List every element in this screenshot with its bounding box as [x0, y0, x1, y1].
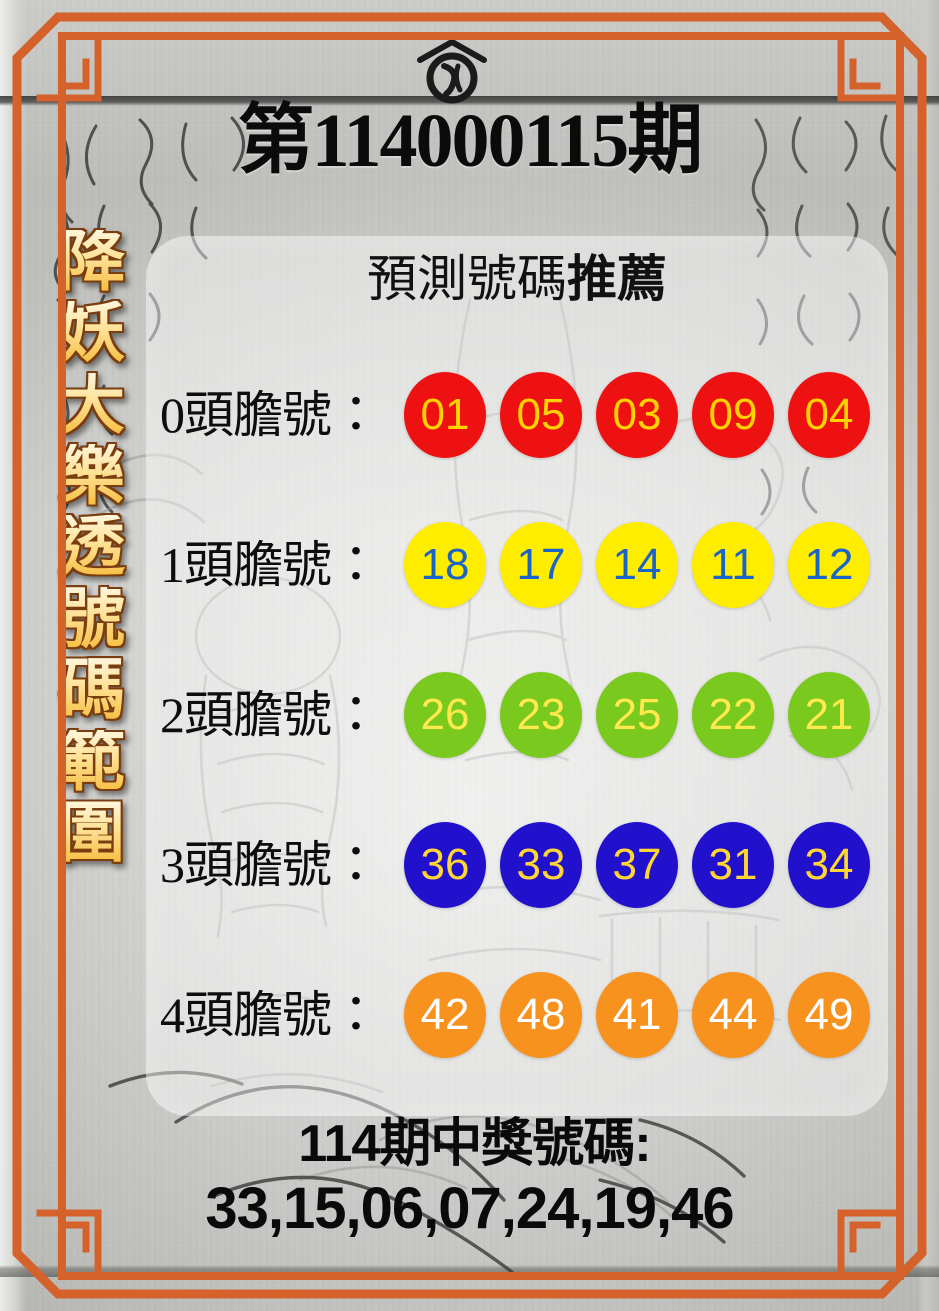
- winning-numbers-value: 33,15,06,07,24,19,46: [205, 1176, 734, 1242]
- prediction-row: 1頭膽號： 18 17 14 11 12: [146, 490, 888, 640]
- vertical-headline-char: 圍: [59, 794, 125, 869]
- row-label: 3頭膽號：: [160, 837, 381, 893]
- vertical-headline-char: 號: [59, 580, 125, 655]
- prediction-row: 0頭膽號： 01 05 03 09 04: [146, 340, 888, 490]
- number-ball[interactable]: 12: [788, 522, 870, 608]
- number-ball[interactable]: 49: [788, 972, 870, 1058]
- number-ball[interactable]: 03: [596, 372, 678, 458]
- number-ball[interactable]: 21: [788, 672, 870, 758]
- prediction-rows: 0頭膽號： 01 05 03 09 04 1頭膽號： 18 17 14 11 1…: [146, 340, 888, 1090]
- row-label: 1頭膽號：: [160, 537, 381, 593]
- number-ball[interactable]: 34: [788, 822, 870, 908]
- number-ball[interactable]: 36: [404, 822, 486, 908]
- row-label: 0頭膽號：: [160, 387, 381, 443]
- number-ball[interactable]: 01: [404, 372, 486, 458]
- vertical-headline-char: 妖: [59, 295, 125, 370]
- vertical-headline-char: 降: [59, 224, 125, 298]
- vertical-headline-char: 透: [59, 509, 125, 584]
- vertical-headline-char: 樂: [59, 438, 125, 513]
- number-ball[interactable]: 14: [596, 522, 678, 608]
- issue-title: 第114000115期: [237, 99, 704, 183]
- vertical-headline-char: 範: [59, 723, 125, 798]
- vertical-headline-char: 大: [59, 366, 125, 441]
- ball-group: 42 48 41 44 49: [404, 972, 870, 1058]
- ball-group: 26 23 25 22 21: [404, 672, 870, 758]
- ball-group: 01 05 03 09 04: [404, 372, 870, 458]
- number-ball[interactable]: 26: [404, 672, 486, 758]
- prediction-row: 2頭膽號： 26 23 25 22 21: [146, 640, 888, 790]
- number-ball[interactable]: 44: [692, 972, 774, 1058]
- prediction-row: 3頭膽號： 36 33 37 31 34: [146, 790, 888, 940]
- number-ball[interactable]: 05: [500, 372, 582, 458]
- vertical-headline: 降 妖 大 樂 透 號 碼 範 圍: [44, 224, 140, 869]
- paper-left-edge: [0, 0, 26, 1311]
- number-ball[interactable]: 17: [500, 522, 582, 608]
- number-ball[interactable]: 48: [500, 972, 582, 1058]
- number-ball[interactable]: 31: [692, 822, 774, 908]
- panel-title-main: 預測號碼: [367, 251, 567, 307]
- row-label: 4頭膽號：: [160, 987, 381, 1043]
- ball-group: 18 17 14 11 12: [404, 522, 870, 608]
- panel-title-emphasis: 推薦: [567, 251, 667, 307]
- number-ball[interactable]: 33: [500, 822, 582, 908]
- prediction-row: 4頭膽號： 42 48 41 44 49: [146, 940, 888, 1090]
- panel-title: 預測號碼推薦: [146, 252, 888, 307]
- number-ball[interactable]: 22: [692, 672, 774, 758]
- prediction-panel: 預測號碼推薦 0頭膽號： 01 05 03 09 04 1頭膽號： 18 17: [146, 236, 888, 1116]
- vertical-headline-char: 碼: [59, 652, 125, 727]
- number-ball[interactable]: 11: [692, 522, 774, 608]
- number-ball[interactable]: 42: [404, 972, 486, 1058]
- row-label: 2頭膽號：: [160, 687, 381, 743]
- paper-bottom-band: [0, 1265, 939, 1277]
- number-ball[interactable]: 18: [404, 522, 486, 608]
- number-ball[interactable]: 41: [596, 972, 678, 1058]
- winning-numbers-label: 114期中獎號碼:: [298, 1115, 651, 1173]
- number-ball[interactable]: 23: [500, 672, 582, 758]
- number-ball[interactable]: 25: [596, 672, 678, 758]
- number-ball[interactable]: 37: [596, 822, 678, 908]
- winning-numbers-footer: 114期中獎號碼: 33,15,06,07,24,19,46: [0, 1115, 939, 1242]
- number-ball[interactable]: 04: [788, 372, 870, 458]
- ball-group: 36 33 37 31 34: [404, 822, 870, 908]
- number-ball[interactable]: 09: [692, 372, 774, 458]
- paper-right-edge: [917, 0, 939, 1311]
